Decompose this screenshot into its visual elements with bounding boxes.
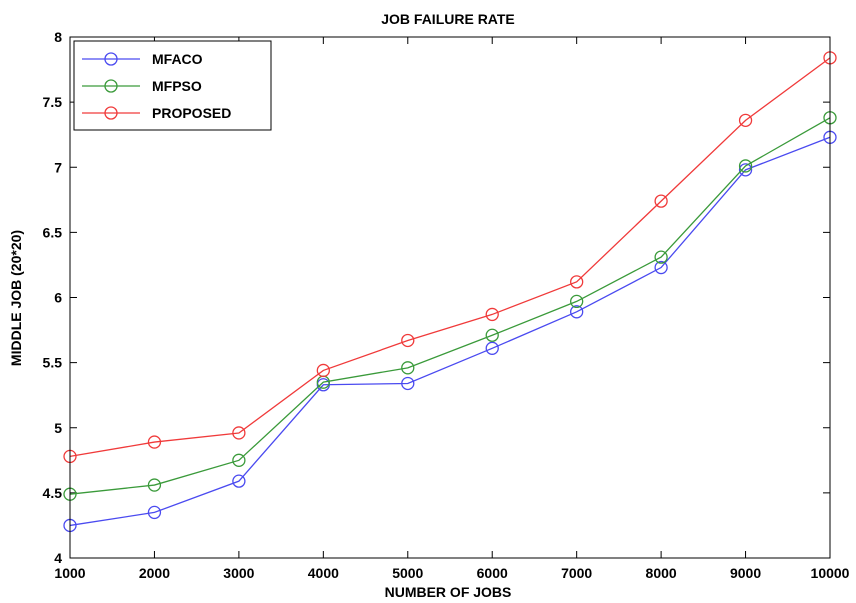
x-tick-label: 10000 <box>811 565 850 581</box>
x-tick-label: 9000 <box>730 565 761 581</box>
data-point <box>485 328 499 342</box>
x-axis-label: NUMBER OF JOBS <box>385 584 512 600</box>
series-line <box>69 57 831 458</box>
data-point <box>485 307 499 322</box>
legend-item: MFPSO <box>82 78 202 94</box>
y-tick-label: 6.5 <box>43 224 63 240</box>
y-tick-label: 6 <box>54 290 62 306</box>
y-tick-label: 4.5 <box>43 485 63 501</box>
y-tick-label: 4 <box>54 550 62 566</box>
legend-marker <box>104 79 118 93</box>
legend: MFACO MFPSO PROPOSED <box>73 40 272 131</box>
data-point <box>401 376 415 391</box>
series-line <box>69 117 831 495</box>
x-tick-label: 4000 <box>308 565 339 581</box>
y-tick-label: 8 <box>54 29 62 45</box>
y-tick-label: 7 <box>54 159 62 175</box>
x-tick-label: 6000 <box>477 565 508 581</box>
data-point <box>147 478 162 492</box>
y-tick-label: 5 <box>54 420 62 436</box>
series-line <box>69 136 831 527</box>
data-point <box>570 275 584 289</box>
plot-frame <box>69 36 831 559</box>
data-point <box>570 294 584 309</box>
x-tick-label: 2000 <box>139 565 170 581</box>
legend-marker <box>104 52 118 66</box>
data-point <box>738 113 753 128</box>
data-point <box>485 341 499 355</box>
series-layer <box>63 51 837 533</box>
data-point <box>147 435 162 449</box>
x-tick-label: 1000 <box>54 565 85 581</box>
legend-label: PROPOSED <box>152 105 231 121</box>
data-point <box>232 426 246 440</box>
data-point <box>738 163 753 177</box>
data-point <box>654 194 668 208</box>
legend-item: MFACO <box>82 51 203 67</box>
x-tick-label: 8000 <box>646 565 677 581</box>
data-point <box>738 159 753 173</box>
x-tick-label: 5000 <box>392 565 423 581</box>
data-point <box>316 363 330 378</box>
y-tick-label: 5.5 <box>43 355 63 371</box>
y-tick-label: 7.5 <box>43 94 63 110</box>
data-point <box>147 505 162 520</box>
data-point <box>232 474 246 488</box>
legend-marker <box>104 106 118 120</box>
data-point <box>654 260 668 275</box>
x-tick-label: 3000 <box>223 565 254 581</box>
x-tick-label: 7000 <box>561 565 592 581</box>
chart-title: JOB FAILURE RATE <box>381 11 515 27</box>
y-axis-label: MIDDLE JOB (20*20) <box>8 230 24 366</box>
data-point <box>654 250 668 264</box>
tick-labels: 1000 2000 3000 4000 5000 6000 7000 8000 9000 1000… <box>43 29 850 581</box>
series-mfpso <box>63 111 837 501</box>
legend-item: PROPOSED <box>82 105 231 121</box>
data-point <box>570 305 584 319</box>
legend-label: MFACO <box>152 51 203 67</box>
data-point <box>401 333 415 348</box>
data-point <box>401 361 415 375</box>
legend-label: MFPSO <box>152 78 202 94</box>
data-point <box>232 453 246 467</box>
